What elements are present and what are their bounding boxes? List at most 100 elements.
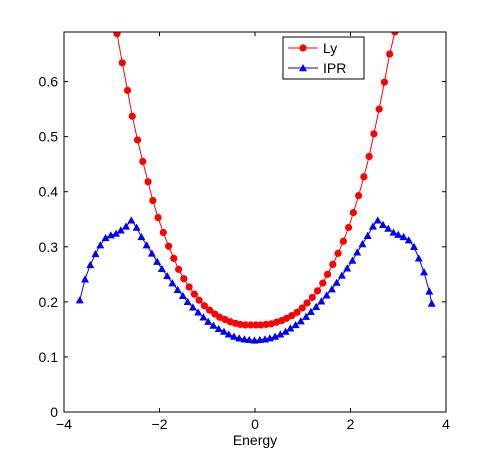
point-ly [329, 260, 337, 269]
point-ipr [122, 222, 131, 230]
point-ipr [302, 312, 311, 320]
point-ly [123, 86, 132, 94]
point-ly [313, 287, 322, 295]
point-ly [323, 270, 332, 278]
y-tick-label: 0.6 [39, 74, 59, 90]
point-ipr [384, 224, 393, 232]
point-ly [360, 173, 368, 181]
point-ly [159, 228, 167, 237]
point-ipr [404, 236, 413, 244]
point-ipr [389, 228, 398, 236]
point-ipr [343, 264, 352, 272]
y-tick-label: 0.3 [39, 239, 59, 255]
point-ly [308, 293, 316, 302]
legend-box [282, 36, 365, 80]
point-ipr [96, 241, 105, 249]
point-ipr [291, 320, 300, 329]
y-tick-label: 0.1 [39, 349, 59, 365]
point-ly [154, 213, 162, 222]
y-tick-label: 0.2 [39, 294, 59, 310]
point-ipr [132, 223, 141, 231]
point-ipr [199, 313, 208, 321]
plot-layer [75, 32, 436, 344]
x-tick-label: 0 [251, 416, 259, 432]
point-ly [133, 136, 142, 144]
point-ly [175, 265, 183, 273]
point-ly [241, 321, 250, 329]
legend-label-ipr: IPR [323, 60, 346, 76]
point-ipr [373, 216, 382, 224]
point-ipr [306, 307, 315, 315]
point-ipr [378, 220, 387, 228]
point-ipr [332, 278, 341, 286]
point-ipr [168, 279, 177, 287]
point-ly [144, 178, 152, 186]
legend-entry-ipr: IPR [288, 60, 346, 76]
point-ly [185, 283, 193, 291]
point-ly [319, 279, 327, 287]
point-ly [206, 306, 214, 314]
point-ly [365, 152, 373, 161]
point-ipr [116, 226, 125, 234]
point-ipr [163, 271, 172, 280]
point-ipr [358, 240, 367, 248]
point-ipr [147, 249, 156, 257]
y-tick-label: 0.5 [39, 129, 59, 145]
point-ipr [353, 248, 362, 256]
point-ipr [235, 334, 244, 342]
point-ipr [394, 230, 403, 238]
legend-items: Ly IPR [288, 40, 346, 76]
y-tick-label: 0 [50, 404, 58, 420]
point-ipr [296, 317, 305, 325]
point-ly [139, 157, 147, 166]
legend-marker-ipr [299, 64, 307, 72]
point-ipr [363, 231, 372, 239]
point-ipr [188, 303, 197, 311]
point-ly [344, 223, 353, 232]
plot-frame [63, 31, 447, 413]
point-ly [349, 209, 357, 217]
point-ipr [112, 229, 121, 237]
x-axis-label: Energy [233, 432, 277, 448]
point-ipr [214, 324, 223, 333]
point-ipr [427, 299, 436, 307]
point-ly [236, 320, 244, 329]
point-ipr [276, 330, 285, 338]
point-ipr [75, 296, 84, 304]
point-ipr [281, 327, 290, 335]
legend-label-ly: Ly [323, 40, 337, 56]
point-ipr [173, 285, 182, 293]
legend: Ly IPR [282, 36, 365, 80]
series-ly [113, 32, 399, 329]
point-ipr [219, 327, 228, 335]
point-ipr [224, 330, 233, 338]
point-ly [380, 78, 389, 86]
point-ipr [348, 256, 357, 264]
point-ly [339, 237, 347, 245]
point-ly [334, 249, 342, 257]
point-ipr [414, 254, 423, 262]
point-ipr [240, 335, 249, 343]
x-tick-label: 2 [347, 416, 355, 432]
point-ipr [86, 260, 95, 269]
point-ly [386, 50, 394, 58]
point-ipr [420, 268, 429, 276]
point-ipr [91, 249, 100, 258]
point-ipr [153, 257, 162, 265]
legend-marker-ly [299, 44, 307, 52]
x-tick-label: 4 [442, 416, 450, 432]
point-ly [247, 321, 255, 329]
point-ipr [142, 241, 151, 249]
point-ly [257, 321, 265, 329]
point-ly [200, 302, 208, 310]
point-ly [391, 32, 399, 36]
point-ly [288, 312, 296, 320]
point-ipr [204, 317, 213, 325]
point-ipr [271, 332, 280, 340]
point-ipr [81, 275, 90, 283]
point-ipr [183, 297, 192, 306]
point-ipr [178, 291, 187, 299]
point-ipr [337, 271, 346, 279]
point-ly [113, 32, 121, 38]
